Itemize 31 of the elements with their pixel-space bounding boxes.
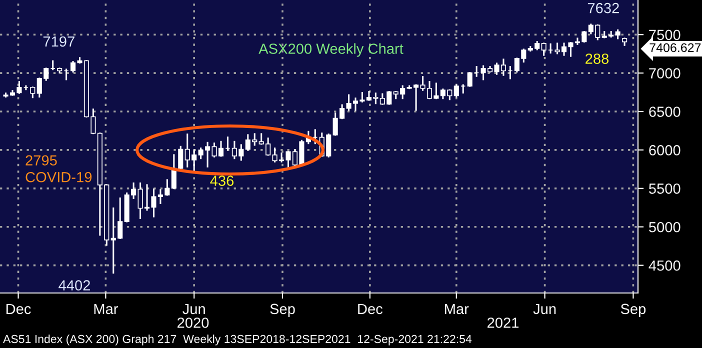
x-tick-label: Mar — [445, 304, 469, 314]
y-tick-label: 5000 — [649, 222, 680, 232]
candlestick — [178, 146, 184, 170]
y-tick-label: 6000 — [649, 145, 680, 156]
candlestick — [454, 84, 459, 98]
y-tick-label: 4500 — [648, 260, 680, 271]
x-tick-label: Dec — [6, 304, 31, 314]
x-tick-label: Jun — [533, 304, 556, 314]
x-tick-label: Dec — [358, 304, 383, 314]
annotation: 7406.627 — [650, 43, 701, 52]
y-tick-label: 6500 — [649, 106, 680, 117]
text: ASX200 Weekly Chart — [258, 43, 404, 57]
candlestick — [467, 72, 472, 87]
x-tick-label: Mar — [94, 304, 118, 314]
x-tick-label: Jun — [182, 304, 205, 314]
candlestick — [30, 86, 36, 98]
annotation: 436 — [210, 176, 234, 186]
x-tick-label: Sep — [620, 304, 646, 318]
annotation: 7632 — [588, 2, 619, 14]
text: 2021 — [488, 318, 519, 328]
annotation: 4402 — [58, 280, 90, 291]
text: AS51 Index (ASX 200) Graph 217 Weekly 13SEP2018-12SEP2021 12-Sep-2021 21:22:54 — [3, 334, 472, 346]
y-tick-label: 5500 — [649, 184, 680, 194]
x-tick-label: Sep — [270, 304, 295, 318]
annotation: 2795 COVID-19 — [26, 155, 92, 182]
y-tick-label: 7000 — [649, 68, 680, 78]
text: 2020 — [178, 318, 209, 328]
annotation: 288 — [586, 54, 609, 64]
y-tick-label: 7500 — [649, 30, 680, 40]
annotation: 7197 — [43, 36, 74, 47]
candlestick — [541, 42, 546, 56]
